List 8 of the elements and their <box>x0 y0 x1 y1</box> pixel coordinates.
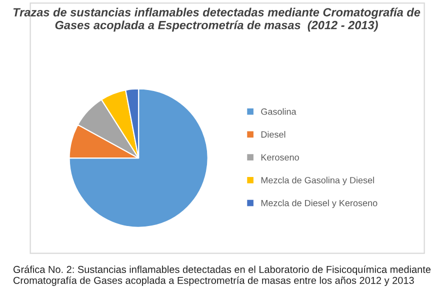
legend-label: Keroseno <box>261 154 299 161</box>
text: Gráfica No. 2: Sustancias inflamables detectadas en el Laboratorio de Fisicoquímica mediante Cromatografía de Gases acoplada a Espectrometría de masas entre los años 2012 y 2013 <box>13 266 431 286</box>
legend-label: Mezcla de Gasolina y Diesel <box>261 176 374 186</box>
legend-label: Mezcla de Diesel y Keroseno <box>261 200 378 208</box>
legend-label: Diesel <box>261 131 286 138</box>
chart-title: Trazas de sustancias inflamables detectadas mediante Cromatografía de Gases acoplada a Espectrometría de masas (2012 - 2013) <box>13 8 420 32</box>
legend-label: Gasolina <box>261 108 296 115</box>
pie-slice <box>68 88 208 228</box>
